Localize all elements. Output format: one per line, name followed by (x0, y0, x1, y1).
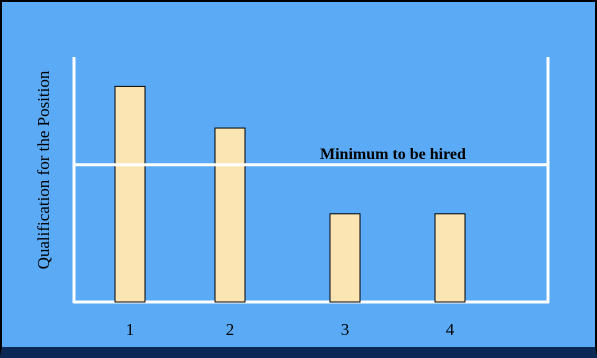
x-tick-label-1: 1 (126, 320, 135, 339)
x-tick-labels: 1 2 3 4 (126, 320, 455, 339)
bar-3 (329, 213, 361, 303)
y-axis-label: Qualification for the Position (34, 70, 53, 269)
bars (114, 85, 466, 303)
threshold-label: Minimum to be hired (320, 146, 466, 163)
x-tick-label-4: 4 (446, 320, 455, 339)
axes (72, 57, 550, 304)
bar-2 (214, 127, 246, 303)
threshold-group: Minimum to be hired (74, 146, 548, 167)
x-tick-label-3: 3 (341, 320, 350, 339)
bar-4 (434, 213, 466, 303)
x-tick-label-2: 2 (226, 320, 235, 339)
bar-1 (114, 85, 146, 303)
